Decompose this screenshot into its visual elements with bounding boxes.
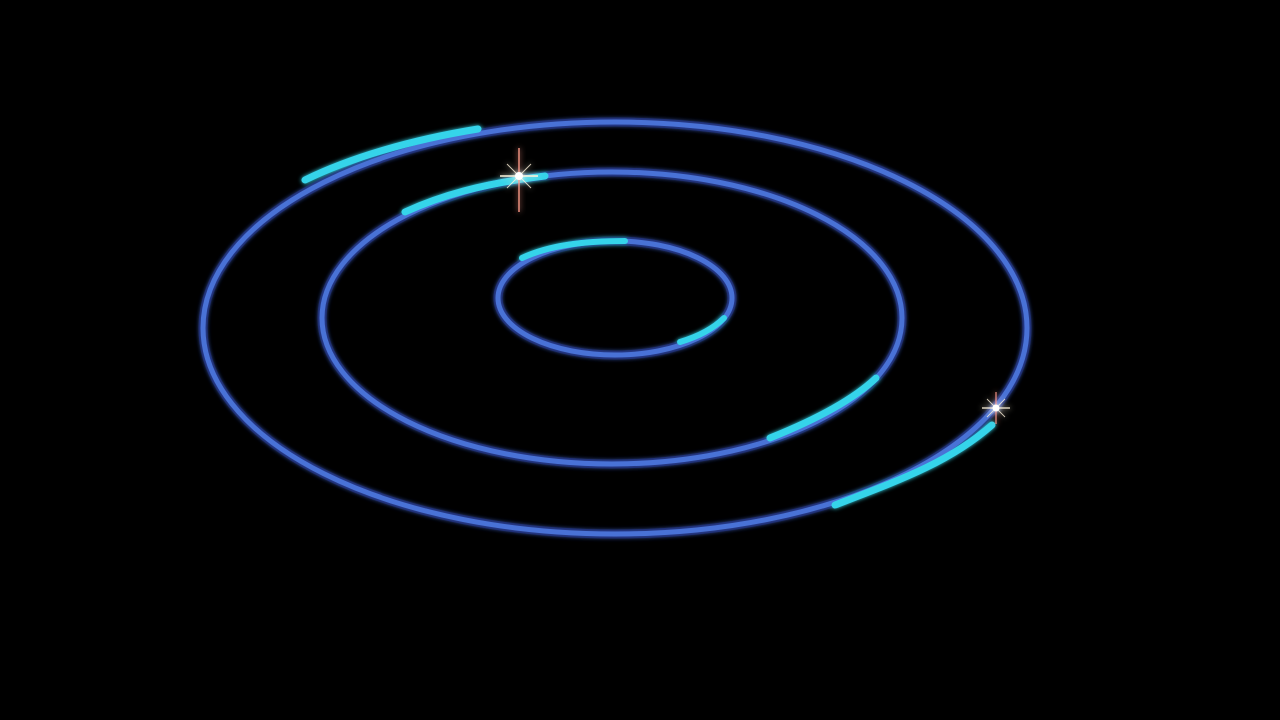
inner-ring-highlight-top [519,238,628,261]
outer-ring-highlight-bottom [831,421,996,509]
sparkle-star-icon [982,392,1010,424]
middle-ring-highlight-right [766,374,880,442]
middle-ring-highlight-top [401,172,549,216]
outer-ring-highlight-top [301,125,482,184]
outer-ring-body [200,119,1030,537]
inner-ring [493,236,737,360]
outer-ring [198,117,1032,539]
middle-ring [317,167,907,469]
sparkle-star-icon [500,148,538,212]
middle-ring-body [319,169,905,467]
inner-ring-highlight-right [677,315,727,345]
